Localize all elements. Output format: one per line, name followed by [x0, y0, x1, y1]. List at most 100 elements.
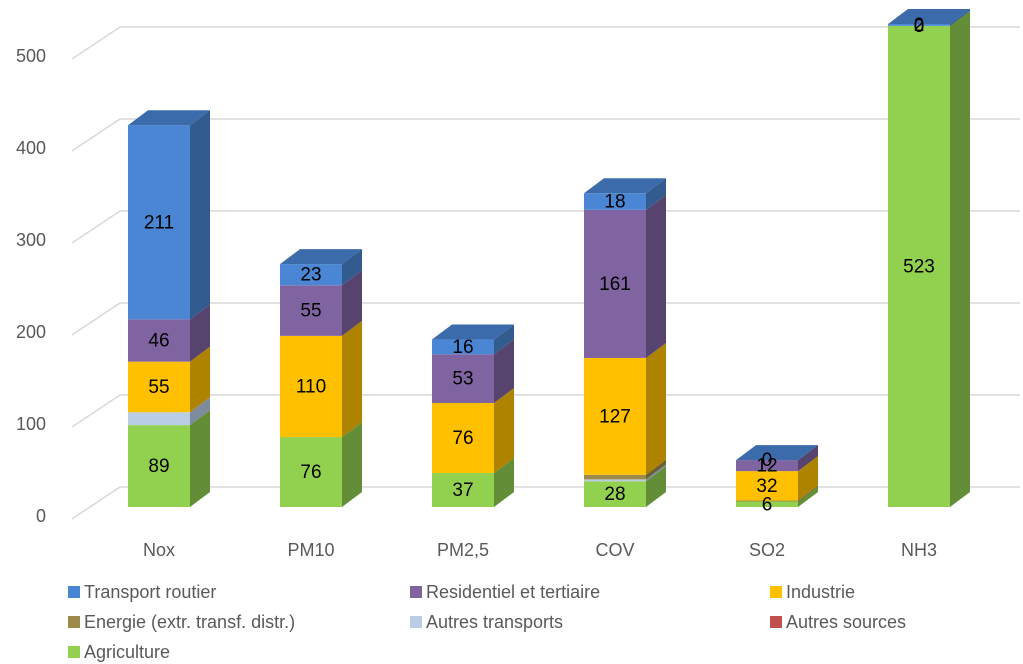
- bar-side: [190, 410, 210, 507]
- x-tick-label: NH3: [901, 540, 937, 560]
- legend-swatch: [410, 616, 422, 628]
- data-label: 211: [144, 212, 174, 233]
- bar-segment: [888, 25, 950, 508]
- data-label: 0: [762, 450, 773, 471]
- bar-top: [888, 9, 970, 24]
- legend-label: Industrie: [786, 582, 855, 602]
- bar-side: [494, 388, 514, 473]
- data-label: 28: [604, 484, 625, 505]
- bar-side: [646, 194, 666, 358]
- y-tick-label: 500: [16, 46, 46, 66]
- grid-line: [71, 118, 1020, 152]
- bar-segment: [584, 479, 646, 482]
- bar-segment: [736, 500, 798, 502]
- bar-segment: [888, 24, 950, 26]
- grid-line: [71, 26, 1020, 60]
- bar-side: [190, 110, 210, 320]
- bar-side: [342, 270, 362, 336]
- bar-segment: [584, 193, 646, 210]
- bar-side: [190, 346, 210, 413]
- data-label: 32: [756, 476, 777, 497]
- data-label: 53: [452, 369, 473, 390]
- bar-segment: [128, 125, 190, 320]
- y-tick-label: 0: [36, 506, 46, 526]
- bar-segment: [280, 437, 342, 507]
- bar-side: [342, 422, 362, 507]
- bar-side: [798, 445, 818, 472]
- bar-side: [494, 324, 514, 355]
- legend-swatch: [770, 616, 782, 628]
- bar-side: [646, 464, 666, 482]
- bar-segment: [584, 481, 646, 507]
- data-label: 2: [914, 15, 925, 36]
- data-label: 523: [903, 256, 935, 277]
- y-tick-label: 400: [16, 138, 46, 158]
- x-tick-label: PM2,5: [437, 540, 489, 560]
- data-label: 76: [452, 428, 473, 449]
- bar-segment: [280, 264, 342, 286]
- data-label: 55: [300, 301, 321, 322]
- x-tick-label: COV: [595, 540, 634, 560]
- legend-label: Agriculture: [84, 642, 170, 662]
- y-tick-label: 200: [16, 322, 46, 342]
- bar-side: [646, 459, 666, 480]
- bar-segment: [736, 501, 798, 507]
- x-tick-label: Nox: [143, 540, 175, 560]
- data-label: 55: [148, 377, 169, 398]
- x-tick-label: SO2: [749, 540, 785, 560]
- data-label: 12: [756, 456, 777, 477]
- bar-segment: [736, 471, 798, 501]
- bar-segment: [280, 335, 342, 438]
- grid-line: [71, 210, 1020, 244]
- bar-segment: [128, 412, 190, 426]
- legend-label: Autres transports: [426, 612, 563, 632]
- bar-top: [584, 178, 666, 194]
- grid-line: [71, 302, 1020, 336]
- data-label: 0: [914, 16, 925, 37]
- bar-side: [342, 249, 362, 286]
- legend-label: Residentiel et tertiaire: [426, 582, 600, 602]
- bar-side: [342, 320, 362, 438]
- data-label: 6: [762, 494, 773, 515]
- bar-top: [736, 445, 818, 461]
- legend-swatch: [68, 616, 80, 628]
- bar-segment: [128, 425, 190, 507]
- bar-segment: [584, 474, 646, 480]
- y-tick-label: 100: [16, 414, 46, 434]
- data-label: 76: [300, 462, 321, 483]
- data-label: 0: [914, 16, 925, 37]
- bar-top: [432, 324, 514, 340]
- data-label: 161: [599, 274, 631, 295]
- y-tick-label: 300: [16, 230, 46, 250]
- bar-side: [798, 485, 818, 502]
- legend-label: Autres sources: [786, 612, 906, 632]
- legend-swatch: [68, 646, 80, 658]
- bar-segment: [432, 354, 494, 404]
- grid-line: [71, 394, 1020, 428]
- bar-side: [646, 342, 666, 475]
- data-label: 18: [604, 192, 625, 213]
- legend-swatch: [770, 586, 782, 598]
- bar-side: [494, 339, 514, 404]
- data-label: 89: [148, 456, 169, 477]
- bar-side: [646, 178, 666, 210]
- legend-swatch: [68, 586, 80, 598]
- data-label: 37: [452, 480, 473, 501]
- data-label: 16: [452, 337, 473, 358]
- bar-side: [646, 466, 666, 507]
- x-tick-label: PM10: [287, 540, 334, 560]
- bar-side: [190, 397, 210, 426]
- data-label: 23: [300, 265, 321, 286]
- bar-segment: [432, 472, 494, 507]
- bar-segment: [128, 361, 190, 413]
- bar-top: [280, 249, 362, 265]
- bar-side: [798, 456, 818, 501]
- bar-side: [950, 9, 970, 26]
- bar-side: [950, 10, 970, 508]
- bar-segment: [584, 357, 646, 475]
- bar-segment: [736, 460, 798, 472]
- bar-top: [128, 110, 210, 126]
- data-label: 110: [296, 376, 326, 397]
- bar-side: [190, 304, 210, 362]
